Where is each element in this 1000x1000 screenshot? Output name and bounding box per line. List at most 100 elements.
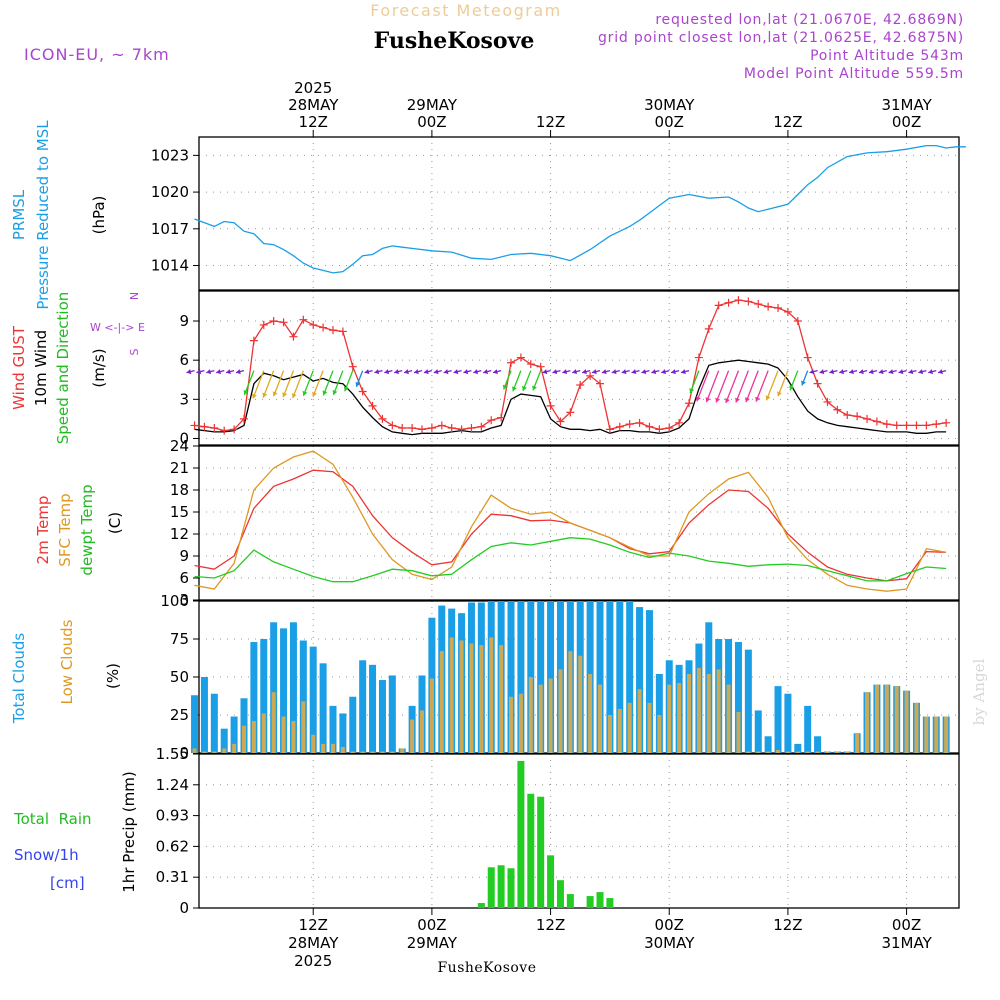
rain-bar	[497, 865, 505, 908]
top-time-label: 30MAY	[644, 96, 695, 114]
temp-ytick-label: 24	[170, 437, 189, 455]
low-clouds-bar	[291, 721, 296, 753]
total-clouds-bar	[547, 601, 555, 753]
pressure-ytick-label: 1014	[151, 257, 189, 275]
bottom-time-label: 12Z	[773, 916, 802, 934]
gust-marker	[872, 417, 881, 426]
gust-marker	[605, 425, 614, 434]
wind-arrow-head	[918, 369, 924, 375]
clouds-unit: (%)	[104, 663, 122, 689]
gust-marker	[803, 353, 812, 362]
low-clouds-bar	[776, 749, 781, 753]
wind-arrow-head	[453, 369, 459, 375]
low-clouds-bar	[588, 673, 593, 753]
low-clouds-bar	[746, 751, 751, 753]
low-clouds-bar	[459, 640, 464, 753]
clouds-ytick-label: 75	[170, 630, 189, 648]
gust-marker	[319, 323, 328, 332]
wind-arrow-head	[777, 391, 782, 397]
low-clouds-bar	[380, 751, 385, 753]
bottom-time-label: 00Z	[892, 916, 921, 934]
pressure-ytick-label: 1020	[151, 183, 189, 201]
total-clouds-bar	[764, 736, 772, 753]
total-clouds-bar	[260, 639, 268, 753]
bottom-time-label: 12Z	[536, 916, 565, 934]
rain-bar	[586, 896, 594, 908]
rain-bar	[517, 760, 525, 908]
temp-2m-line	[194, 469, 947, 582]
rain-bar	[596, 892, 604, 908]
model-point-altitude: Model Point Altitude 559.5m	[744, 66, 964, 82]
top-time-label: 12Z	[299, 113, 328, 131]
wind-direction-arrow	[735, 370, 749, 403]
wind-arrow-head	[364, 369, 370, 375]
low-clouds-bar	[677, 683, 682, 753]
gust-marker	[685, 399, 694, 408]
wind-arrow-head	[898, 369, 904, 375]
low-clouds-bar	[489, 637, 494, 753]
gust-marker	[289, 332, 298, 341]
low-clouds-bar	[281, 716, 286, 753]
total-clouds-label: Total Clouds	[10, 633, 28, 725]
gust-marker	[675, 418, 684, 427]
low-clouds-bar	[845, 751, 850, 753]
total-clouds-bar	[734, 642, 742, 753]
gust-marker	[724, 298, 733, 307]
gust-marker	[853, 412, 862, 421]
model-label: ICON-EU, ~ 7km	[24, 45, 170, 64]
gust-marker	[843, 410, 852, 419]
wind-arrow-head	[572, 369, 578, 375]
wind-frame	[198, 290, 960, 446]
rain-bar	[477, 903, 485, 908]
clouds-ytick-label: 50	[170, 668, 189, 686]
wind-arrow-head	[745, 397, 750, 403]
wind-arrow-head	[611, 369, 617, 375]
wind-arrow-head	[671, 369, 676, 375]
wind-arrow-head	[493, 369, 498, 375]
low-clouds-bar	[716, 669, 721, 753]
gust-marker	[882, 420, 891, 429]
total-clouds-bar	[299, 640, 307, 753]
gust-marker	[269, 317, 278, 326]
point-altitude: Point Altitude 543m	[810, 48, 964, 64]
precip-panel: 0 0.31 0.62 0.93 1.24 1.55	[156, 745, 960, 917]
low-clouds-bar	[518, 693, 523, 753]
low-clouds-bar	[202, 751, 207, 753]
low-clouds-bar	[509, 696, 514, 753]
top-time-label: 29MAY	[407, 96, 458, 114]
low-clouds-bar	[944, 716, 949, 753]
wind-arrow-head	[868, 369, 874, 375]
bottom-time-label: 00Z	[417, 916, 446, 934]
temp-label: 2m Temp	[34, 496, 52, 565]
low-clouds-bar	[884, 684, 889, 753]
wind-arrow-head	[681, 369, 686, 375]
top-time-label: 2025	[294, 79, 332, 97]
wind-ytick-label: 3	[179, 390, 189, 408]
gust-marker	[546, 401, 555, 410]
wind-arrow-head	[819, 369, 825, 375]
wind-arrow-head	[829, 369, 835, 375]
sfc-temp-line	[194, 450, 947, 592]
wind-direction-arrow	[765, 370, 779, 401]
total-clouds-bar	[359, 660, 367, 753]
low-clouds-bar	[528, 677, 533, 753]
gust-marker	[427, 424, 436, 433]
low-clouds-bar	[835, 751, 840, 753]
clouds-ytick-label: 0	[179, 744, 189, 762]
pressure-label-2: Pressure Reduced to MSL	[34, 120, 52, 310]
precip-ytick-label: 1.24	[156, 776, 189, 794]
gust-marker	[437, 421, 446, 430]
gust-marker	[576, 380, 585, 389]
gust-marker	[398, 424, 407, 433]
wind-arrow-head	[404, 369, 409, 375]
gust-marker	[744, 297, 753, 306]
wind-arrow-head	[689, 388, 695, 394]
wind-arrow-head	[839, 369, 845, 375]
gust-marker	[249, 336, 258, 345]
wind-arrow-head	[384, 369, 390, 375]
gust-marker	[645, 422, 654, 431]
gust-marker	[625, 420, 634, 429]
gust-marker	[902, 421, 911, 430]
